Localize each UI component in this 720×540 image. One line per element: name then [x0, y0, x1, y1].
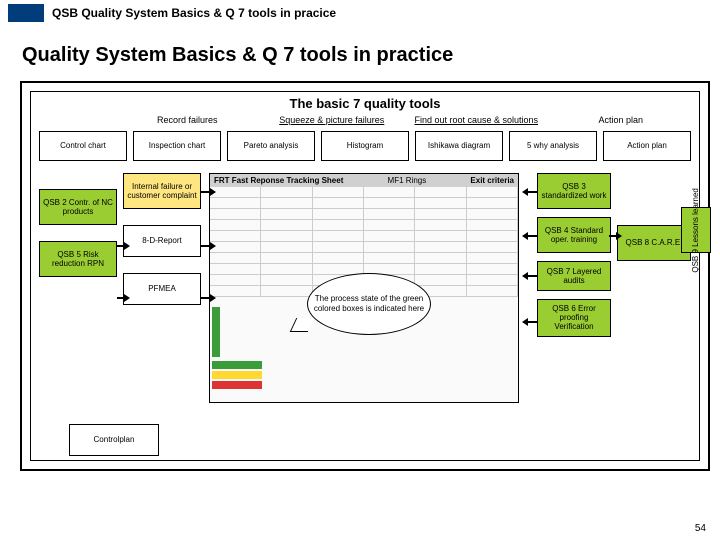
sheet-header: FRT Fast Reponse Tracking Sheet MF1 Ring… — [210, 174, 518, 187]
tool-ishikawa: Ishikawa diagram — [415, 131, 503, 161]
internal-failure-box: Internal failure or customer complaint — [123, 173, 201, 209]
qsb8-box: QSB 8 C.A.R.E. — [617, 225, 691, 261]
tool-pareto: Pareto analysis — [227, 131, 315, 161]
right-column-2: QSB 3 standardized work QSB 4 Standard o… — [537, 173, 611, 337]
left-column-1: QSB 2 Contr. of NC products QSB 5 Risk r… — [39, 173, 117, 277]
mid-area: QSB 2 Contr. of NC products QSB 5 Risk r… — [39, 173, 691, 433]
qsb7-box: QSB 7 Layered audits — [537, 261, 611, 291]
category-row: Record failures Squeeze & picture failur… — [31, 115, 699, 125]
sheet-yellow-bar — [212, 371, 262, 379]
outer-frame: The basic 7 quality tools Record failure… — [20, 81, 710, 471]
tools-row: Control chart Inspection chart Pareto an… — [31, 125, 699, 165]
8d-report-box: 8-D-Report — [123, 225, 201, 257]
arrow-r4 — [527, 321, 537, 323]
qsb9-side-box: QSB 9 Lessons learned — [681, 207, 711, 253]
sheet-sub: MF1 Rings — [388, 176, 427, 185]
tool-control-chart: Control chart — [39, 131, 127, 161]
right-column-1: QSB 8 C.A.R.E. — [617, 173, 691, 261]
sheet-title: FRT Fast Reponse Tracking Sheet — [214, 176, 343, 185]
arrow-5 — [117, 297, 125, 299]
header: QSB Quality System Basics & Q 7 tools in… — [0, 0, 720, 26]
inner-frame: The basic 7 quality tools Record failure… — [30, 91, 700, 461]
arrow-1 — [201, 191, 211, 193]
qsb6-box: QSB 6 Error proofing Verification — [537, 299, 611, 337]
qsb5-box: QSB 5 Risk reduction RPN — [39, 241, 117, 277]
arrow-2 — [201, 245, 211, 247]
callout-bubble: The process state of the green colored b… — [307, 273, 431, 335]
cat-action: Action plan — [551, 115, 692, 125]
sheet-green-col — [212, 307, 220, 357]
arrow-4 — [117, 245, 125, 247]
sheet-green-bar-1 — [212, 361, 262, 369]
tool-inspection-chart: Inspection chart — [133, 131, 221, 161]
page-number: 54 — [695, 523, 706, 534]
pfmea-box: PFMEA — [123, 273, 201, 305]
tool-5why: 5 why analysis — [509, 131, 597, 161]
sheet-exit: Exit criteria — [470, 176, 514, 185]
header-text: QSB Quality System Basics & Q 7 tools in… — [52, 6, 336, 20]
arrow-r1 — [527, 191, 537, 193]
tool-histogram: Histogram — [321, 131, 409, 161]
cat-record: Record failures — [117, 115, 258, 125]
cat-rootcause: Find out root cause & solutions — [406, 115, 547, 125]
page-title: Quality System Basics & Q 7 tools in pra… — [0, 26, 720, 77]
arrow-r2 — [527, 235, 537, 237]
controlplan-box: Controlplan — [69, 424, 159, 456]
qsb3-box: QSB 3 standardized work — [537, 173, 611, 209]
arrow-r3 — [527, 275, 537, 277]
qsb2-box: QSB 2 Contr. of NC products — [39, 189, 117, 225]
qsb4-box: QSB 4 Standard oper. training — [537, 217, 611, 253]
cat-squeeze: Squeeze & picture failures — [262, 115, 403, 125]
arrow-3 — [201, 297, 211, 299]
left-column-2: Internal failure or customer complaint 8… — [123, 173, 201, 305]
sheet-red-bar — [212, 381, 262, 389]
arrow-r5 — [609, 235, 617, 237]
header-logo-box — [8, 4, 44, 22]
tool-action-plan: Action plan — [603, 131, 691, 161]
section-title: The basic 7 quality tools — [31, 92, 699, 115]
